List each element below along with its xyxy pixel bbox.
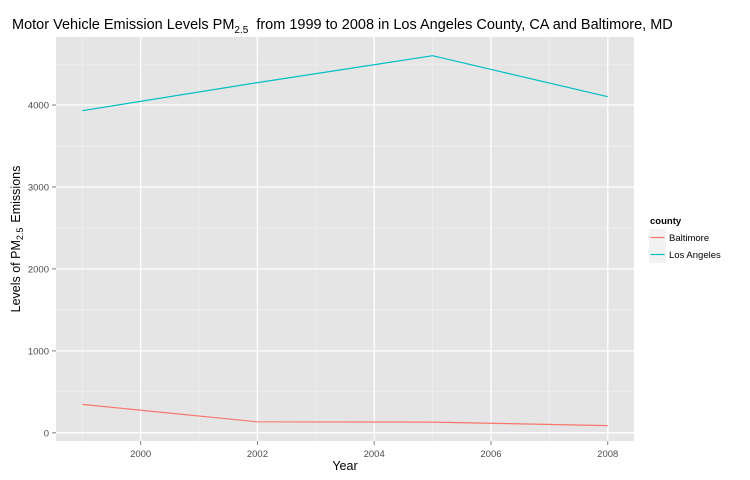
chart-title-subscript: 2.5 bbox=[234, 25, 248, 36]
x-tick-label: 2000 bbox=[130, 449, 151, 460]
x-axis-title: Year bbox=[332, 459, 357, 473]
chart-title: Motor Vehicle Emission Levels PM2.5 from … bbox=[12, 17, 673, 36]
y-axis-title-subscript: 2.5 bbox=[15, 228, 25, 241]
legend-label: Baltimore bbox=[669, 233, 709, 244]
y-axis-title-suffix: Emissions bbox=[9, 166, 23, 223]
legend: county Baltimore Los Angeles bbox=[649, 216, 721, 263]
x-tick-label: 2006 bbox=[480, 449, 501, 460]
y-axis-title: Levels of PM2.5 Emissions bbox=[9, 166, 25, 313]
y-tick-label: 4000 bbox=[28, 101, 49, 112]
x-tick-label: 2004 bbox=[364, 449, 385, 460]
grid-major bbox=[56, 37, 634, 441]
grid-minor bbox=[56, 37, 634, 441]
y-tick-label: 3000 bbox=[28, 182, 49, 193]
x-axis: 2000 2002 2004 2006 2008 bbox=[130, 441, 618, 460]
legend-title: county bbox=[650, 216, 682, 227]
legend-label: Los Angeles bbox=[669, 250, 721, 261]
chart-title-prefix: Motor Vehicle Emission Levels PM bbox=[12, 17, 234, 33]
x-tick-label: 2008 bbox=[597, 449, 618, 460]
legend-items: Baltimore Los Angeles bbox=[649, 229, 721, 263]
y-tick-label: 1000 bbox=[28, 346, 49, 357]
series-lines bbox=[82, 55, 608, 427]
chart-title-suffix: from 1999 to 2008 in Los Angeles County,… bbox=[256, 17, 672, 33]
y-tick-label: 2000 bbox=[28, 264, 49, 275]
y-tick-label: 0 bbox=[44, 428, 49, 439]
plot-panel bbox=[56, 37, 634, 441]
series-line-baltimore bbox=[82, 403, 608, 427]
x-tick-label: 2002 bbox=[247, 449, 268, 460]
series-line-los-angeles bbox=[82, 55, 608, 112]
y-axis-title-prefix: Levels of PM bbox=[9, 240, 23, 312]
y-axis: 0 1000 2000 3000 4000 bbox=[28, 101, 56, 439]
